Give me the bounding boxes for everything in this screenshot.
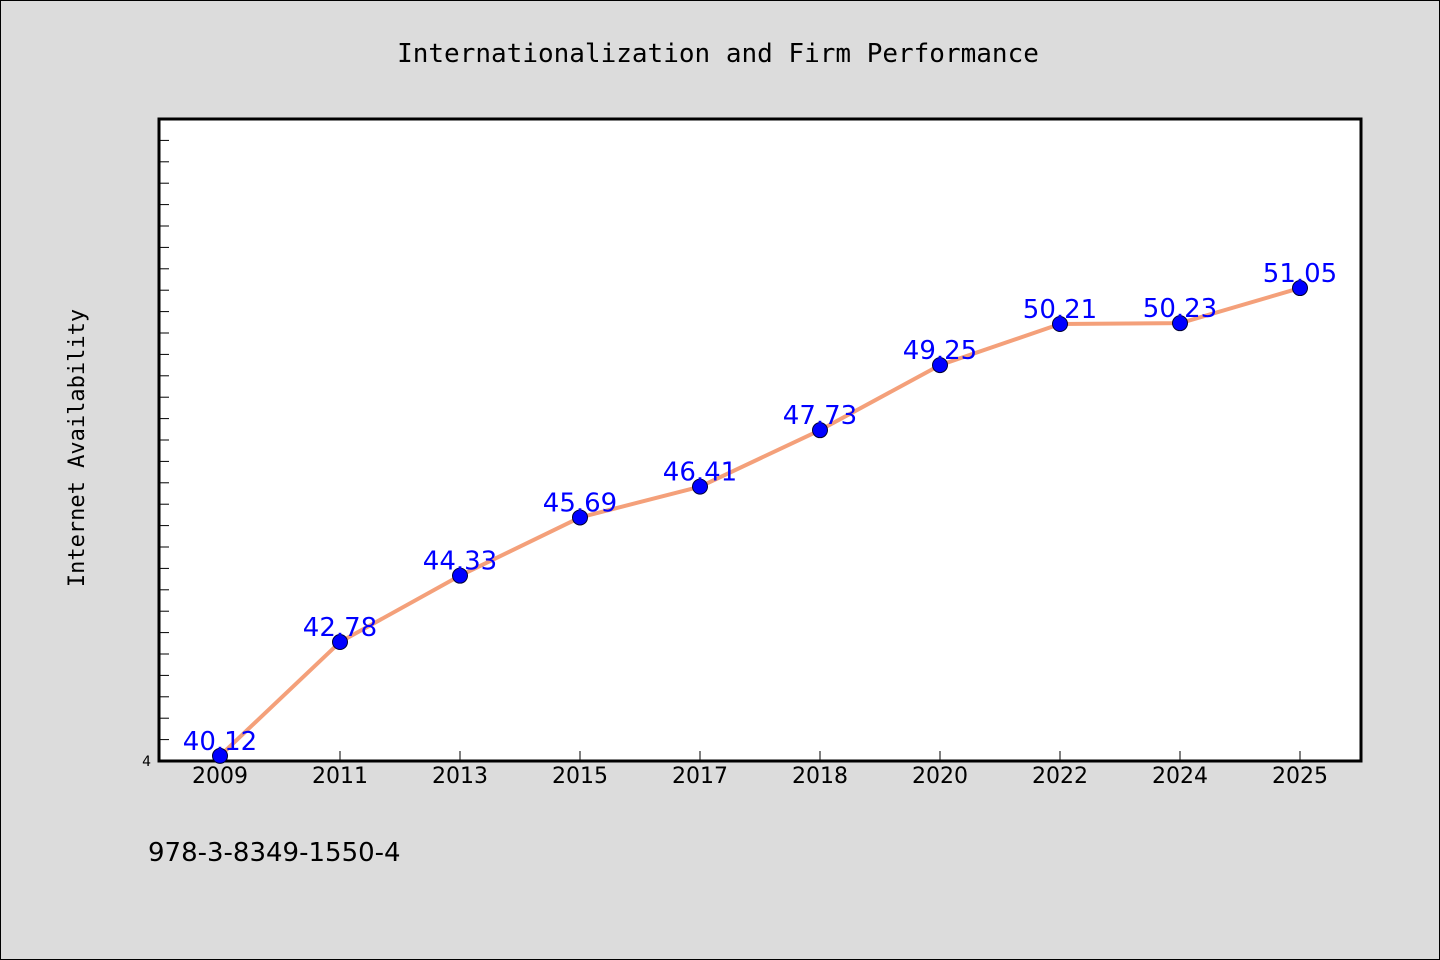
x-tick-label: 2024 — [1152, 764, 1208, 789]
footer-isbn: 978-3-8349-1550-4 — [148, 838, 401, 868]
data-label: 49.25 — [903, 336, 977, 366]
data-point-marker — [572, 509, 588, 526]
y-axis-ticks: 4 — [142, 139, 169, 770]
data-label: 50.23 — [1143, 294, 1217, 324]
x-axis-ticks: 2009 2011 2013 2015 2017 2018 2020 2022 2024 2025 — [192, 751, 1328, 789]
chart-title: Internationalization and Firm Performanc… — [397, 39, 1039, 69]
series-line-group: 40.12 42.78 44.33 45.69 46.41 47.73 49.25 50.21… — [183, 259, 1337, 764]
data-label: 47.73 — [783, 401, 857, 431]
series-line — [218, 286, 1302, 758]
data-point-marker — [1172, 315, 1188, 332]
data-point-marker — [692, 478, 708, 495]
x-tick-label: 2013 — [432, 764, 488, 789]
x-tick-label: 2011 — [312, 764, 368, 789]
y-tick-label: 4 — [142, 754, 151, 770]
x-tick-label: 2025 — [1272, 764, 1328, 789]
data-label: 40.12 — [183, 727, 257, 757]
data-label: 42.78 — [303, 613, 377, 643]
data-label: 51.05 — [1263, 259, 1337, 289]
x-tick-label: 2015 — [552, 764, 608, 789]
data-point-marker — [932, 357, 948, 374]
data-point-marker — [812, 422, 828, 439]
data-point-marker — [212, 747, 228, 764]
data-label: 46.41 — [663, 458, 737, 488]
data-point-marker — [1292, 280, 1308, 297]
data-label: 45.69 — [543, 488, 617, 518]
data-point-marker — [452, 567, 468, 584]
data-label: 44.33 — [423, 547, 497, 577]
x-tick-label: 2009 — [192, 764, 248, 789]
x-tick-label: 2018 — [792, 764, 848, 789]
data-point-marker — [332, 634, 348, 651]
data-label: 50.21 — [1023, 295, 1097, 325]
plot-area — [157, 117, 1363, 763]
data-point-marker — [1052, 316, 1068, 333]
x-tick-label: 2020 — [912, 764, 968, 789]
x-tick-label: 2017 — [672, 764, 728, 789]
x-tick-label: 2022 — [1032, 764, 1088, 789]
y-axis-label: Internet Availability — [65, 309, 90, 587]
